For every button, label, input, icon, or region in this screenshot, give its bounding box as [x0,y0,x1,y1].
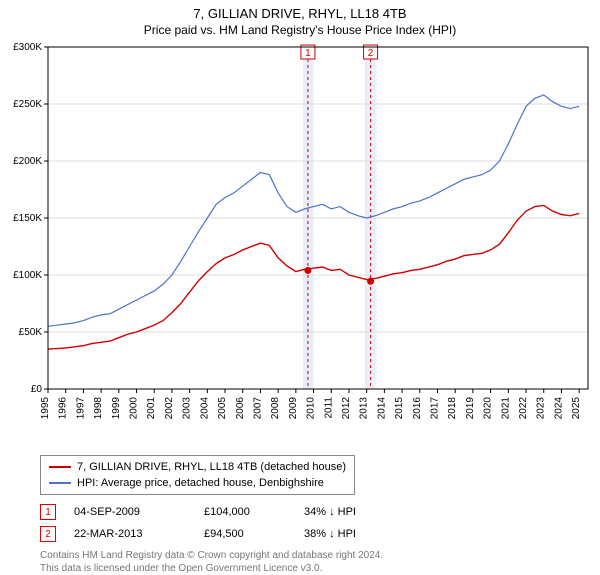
svg-text:2004: 2004 [199,397,210,420]
license-line: Contains HM Land Registry data © Crown c… [40,549,600,562]
svg-text:2023: 2023 [536,397,547,420]
svg-text:1: 1 [305,48,311,59]
marker-price: £94,500 [204,528,304,540]
marker-row: 2 22-MAR-2013 £94,500 38% ↓ HPI [40,523,600,545]
page-title: 7, GILLIAN DRIVE, RHYL, LL18 4TB [0,6,600,21]
chart-container: £0 £50K £100K £150K £200K £250K £300K 1995 1996 1… [0,41,600,451]
svg-text:1995: 1995 [40,397,51,420]
legend-swatch [49,466,71,468]
svg-text:2022: 2022 [518,397,529,420]
svg-text:1997: 1997 [75,397,86,420]
svg-text:2002: 2002 [164,397,175,420]
svg-text:2020: 2020 [483,397,494,420]
svg-text:2017: 2017 [430,397,441,420]
svg-text:2001: 2001 [146,397,157,420]
marker-number-box: 1 [40,504,56,520]
marker-row: 1 04-SEP-2009 £104,000 34% ↓ HPI [40,501,600,523]
svg-text:2005: 2005 [217,397,228,420]
svg-text:£250K: £250K [13,99,42,110]
legend: 7, GILLIAN DRIVE, RHYL, LL18 4TB (detach… [40,455,355,495]
marker-date: 22-MAR-2013 [74,528,204,540]
svg-text:£0: £0 [31,384,43,395]
marker-price: £104,000 [204,506,304,518]
svg-text:2025: 2025 [571,397,582,420]
svg-text:2003: 2003 [182,397,193,420]
license-line: This data is licensed under the Open Gov… [40,562,600,575]
svg-text:£150K: £150K [13,213,42,224]
svg-text:1999: 1999 [111,397,122,420]
svg-text:2009: 2009 [288,397,299,420]
svg-text:£300K: £300K [13,42,42,53]
svg-text:2008: 2008 [270,397,281,420]
svg-text:2013: 2013 [359,397,370,420]
svg-text:£100K: £100K [13,270,42,281]
legend-swatch [49,482,71,484]
legend-item: 7, GILLIAN DRIVE, RHYL, LL18 4TB (detach… [49,459,346,475]
svg-text:2016: 2016 [412,397,423,420]
marker-number-box: 2 [40,526,56,542]
svg-text:2019: 2019 [465,397,476,420]
svg-text:1996: 1996 [58,397,69,420]
license-text: Contains HM Land Registry data © Crown c… [40,549,600,575]
svg-text:2018: 2018 [447,397,458,420]
svg-text:2021: 2021 [500,397,511,420]
svg-text:1998: 1998 [93,397,104,420]
svg-text:2010: 2010 [306,397,317,420]
svg-text:2000: 2000 [129,397,140,420]
svg-text:2024: 2024 [553,397,564,420]
marker-date: 04-SEP-2009 [74,506,204,518]
svg-text:2012: 2012 [341,397,352,420]
svg-text:£200K: £200K [13,156,42,167]
svg-text:2007: 2007 [252,397,263,420]
marker-pct: 38% ↓ HPI [304,528,424,540]
legend-label: 7, GILLIAN DRIVE, RHYL, LL18 4TB (detach… [77,461,346,473]
svg-text:2014: 2014 [376,397,387,420]
legend-item: HPI: Average price, detached house, Denb… [49,475,346,491]
svg-text:2011: 2011 [323,397,334,419]
marker-pct: 34% ↓ HPI [304,506,424,518]
svg-text:2: 2 [368,48,374,59]
svg-text:2006: 2006 [235,397,246,420]
legend-label: HPI: Average price, detached house, Denb… [77,477,324,489]
marker-table: 1 04-SEP-2009 £104,000 34% ↓ HPI 2 22-MA… [40,501,600,545]
svg-text:2015: 2015 [394,397,405,420]
line-chart: £0 £50K £100K £150K £200K £250K £300K 1995 1996 1… [0,41,600,451]
page-subtitle: Price paid vs. HM Land Registry's House … [0,23,600,37]
svg-text:£50K: £50K [19,327,43,338]
